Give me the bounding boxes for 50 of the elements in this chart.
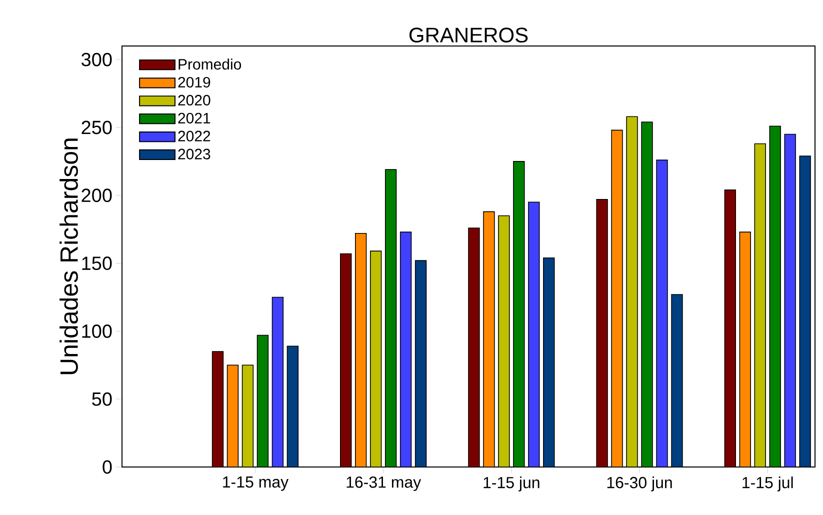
y-tick-label: 50 — [92, 392, 112, 406]
x-tick-label: 1-15 jun — [484, 476, 540, 492]
bar — [739, 232, 751, 467]
bar — [724, 190, 736, 467]
x-tick-label: 16-30 jun — [607, 476, 672, 492]
bar — [414, 260, 427, 467]
bar — [784, 134, 796, 467]
bar — [370, 250, 382, 467]
bar — [799, 156, 811, 467]
x-tick-label: 1-15 jul — [742, 476, 793, 492]
bar — [671, 294, 683, 467]
bar — [286, 346, 299, 467]
bar — [226, 364, 239, 467]
bar — [596, 199, 608, 467]
y-tick-label: 100 — [82, 324, 112, 338]
y-tick-label: 250 — [82, 120, 112, 134]
bar — [513, 161, 525, 467]
legend-label: 2021 — [178, 112, 210, 124]
bar — [754, 143, 766, 467]
x-tick-label: 1-15 may — [223, 476, 289, 491]
y-axis-title: Unidades Richardson — [60, 138, 78, 374]
bar — [355, 233, 367, 467]
bar — [256, 334, 269, 467]
bar — [468, 228, 480, 467]
y-tick-label: 0 — [102, 460, 112, 474]
bar — [656, 160, 668, 467]
bar — [242, 364, 254, 467]
legend-label: Promedio — [178, 58, 242, 70]
bar — [543, 257, 555, 467]
chart-title: GRANEROS — [409, 28, 528, 42]
legend-label: 2022 — [178, 130, 210, 142]
bar — [626, 116, 638, 467]
y-tick-label: 150 — [82, 256, 112, 270]
y-tick-label: 200 — [82, 188, 112, 202]
x-tick-label: 16-31 may — [346, 476, 422, 492]
bar — [641, 122, 653, 467]
bar — [400, 232, 412, 467]
legend-label: 2020 — [178, 94, 210, 106]
bar — [340, 253, 352, 467]
legend-label: 2019 — [178, 76, 210, 88]
bar — [384, 169, 397, 467]
legend-label: 2023 — [178, 148, 210, 160]
bar — [212, 351, 224, 467]
bar — [483, 211, 495, 467]
bar — [498, 215, 510, 467]
y-tick-label: 300 — [82, 52, 112, 66]
bar — [528, 202, 540, 467]
bar — [769, 126, 781, 467]
bar — [611, 130, 623, 467]
bar — [272, 296, 284, 467]
